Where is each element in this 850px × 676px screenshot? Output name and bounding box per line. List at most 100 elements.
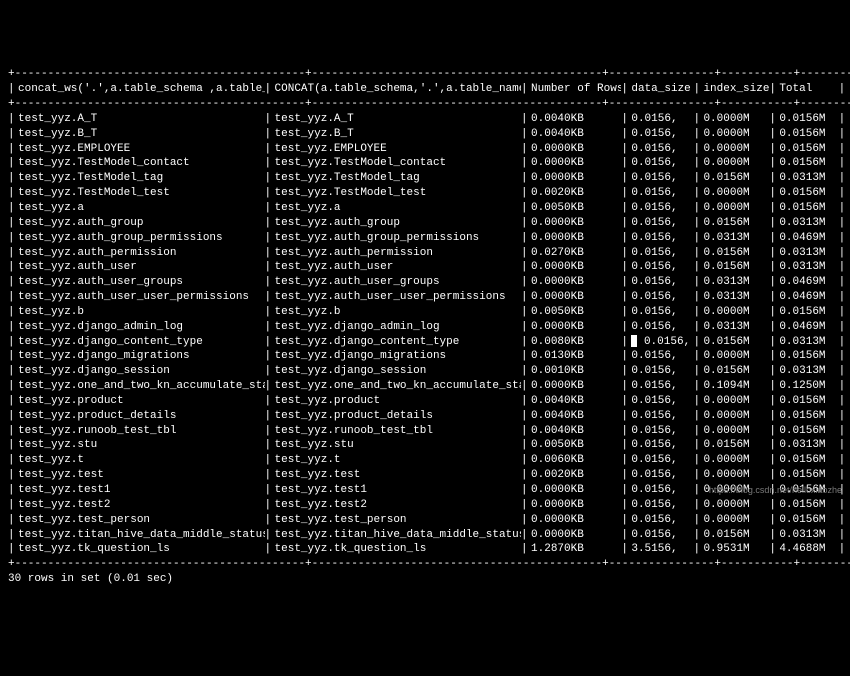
cell: 0.0000M (703, 498, 769, 513)
pipe: | (521, 82, 531, 97)
pipe: | (521, 216, 531, 231)
col-header-3: data_size (631, 82, 693, 97)
pipe: | (769, 498, 779, 513)
pipe: | (265, 171, 275, 186)
pipe: | (769, 379, 779, 394)
pipe: | (8, 305, 18, 320)
table-row: | test_yyz.django_admin_log| test_yyz.dj… (8, 320, 842, 335)
cell: 0.0000M (703, 409, 769, 424)
pipe: | (8, 409, 18, 424)
cell: 0.0313M (779, 335, 832, 350)
table-row: | test_yyz.runoob_test_tbl| test_yyz.run… (8, 424, 842, 439)
pipe: | (8, 513, 18, 528)
pipe: | (693, 438, 703, 453)
pipe: | (621, 409, 631, 424)
pipe: | (8, 82, 18, 97)
cell: 0.0156M (703, 246, 769, 261)
cell: test_yyz.runoob_test_tbl (18, 424, 265, 439)
pipe: | (769, 542, 779, 557)
cell: 0.0156, (631, 438, 693, 453)
pipe: | (832, 171, 842, 186)
pipe: | (832, 246, 842, 261)
cell: 0.0156, (631, 186, 693, 201)
pipe: | (832, 394, 842, 409)
pipe: | (8, 275, 18, 290)
pipe: | (832, 82, 842, 97)
cell: 0.0000KB (531, 483, 621, 498)
pipe: | (521, 260, 531, 275)
pipe: | (265, 409, 275, 424)
pipe: | (769, 409, 779, 424)
cell: 0.0156M (779, 409, 832, 424)
cell: 0.0313M (703, 290, 769, 305)
cell: test_yyz.test (18, 468, 265, 483)
cell: test_yyz.B_T (275, 127, 522, 142)
cell: 0.0010KB (531, 364, 621, 379)
cell: 0.0313M (779, 364, 832, 379)
cell: 0.0156, (631, 320, 693, 335)
cell: 0.1094M (703, 379, 769, 394)
pipe: | (8, 483, 18, 498)
pipe: | (8, 424, 18, 439)
pipe: | (521, 320, 531, 335)
cell: 0.0000M (703, 156, 769, 171)
cell: test_yyz.B_T (18, 127, 265, 142)
cell: 0.0000M (703, 349, 769, 364)
separator-line: +---------------------------------------… (8, 67, 842, 82)
cell: 0.0313M (703, 320, 769, 335)
cell: 0.0156, (631, 246, 693, 261)
cell: 0.0000M (703, 201, 769, 216)
pipe: | (521, 201, 531, 216)
cell: 0.0000M (703, 142, 769, 157)
terminal-output: +---------------------------------------… (8, 67, 842, 587)
pipe: | (832, 320, 842, 335)
pipe: | (621, 483, 631, 498)
cell: 0.0000KB (531, 498, 621, 513)
cell: 0.0156M (779, 453, 832, 468)
pipe: | (521, 246, 531, 261)
cell: 0.0313M (779, 246, 832, 261)
cell: 0.0040KB (531, 127, 621, 142)
cell: 3.5156, (631, 542, 693, 557)
table-row: | test_yyz.django_migrations| test_yyz.d… (8, 349, 842, 364)
cell: test_yyz.auth_user (275, 260, 522, 275)
pipe: | (693, 364, 703, 379)
cell: 0.0156, (631, 231, 693, 246)
cell: test_yyz.test1 (18, 483, 265, 498)
pipe: | (769, 453, 779, 468)
cell: 0.0156, (631, 364, 693, 379)
pipe: | (265, 260, 275, 275)
cell: test_yyz.django_admin_log (18, 320, 265, 335)
pipe: | (832, 453, 842, 468)
pipe: | (621, 112, 631, 127)
cell: 0.0156, (631, 275, 693, 290)
pipe: | (8, 142, 18, 157)
table-row: | test_yyz.TestModel_test| test_yyz.Test… (8, 186, 842, 201)
pipe: | (621, 216, 631, 231)
separator-line: +---------------------------------------… (8, 97, 842, 112)
col-header-4: index_size (703, 82, 769, 97)
cell: test_yyz.tk_question_ls (275, 542, 522, 557)
pipe: | (521, 142, 531, 157)
cell: test_yyz.auth_group_permissions (275, 231, 522, 246)
cell: test_yyz.TestModel_contact (18, 156, 265, 171)
pipe: | (521, 305, 531, 320)
pipe: | (769, 231, 779, 246)
cell: 0.0156, (631, 201, 693, 216)
cell: 0.0156, (631, 112, 693, 127)
cell: test_yyz.t (275, 453, 522, 468)
cell: 0.0156, (631, 349, 693, 364)
pipe: | (621, 438, 631, 453)
pipe: | (769, 260, 779, 275)
pipe: | (832, 542, 842, 557)
cell: test_yyz.EMPLOYEE (18, 142, 265, 157)
pipe: | (8, 364, 18, 379)
table-row: | test_yyz.TestModel_tag| test_yyz.TestM… (8, 171, 842, 186)
cell: 0.0000M (703, 186, 769, 201)
cell: test_yyz.auth_permission (275, 246, 522, 261)
pipe: | (693, 528, 703, 543)
pipe: | (621, 201, 631, 216)
pipe: | (521, 127, 531, 142)
cell: test_yyz.django_migrations (18, 349, 265, 364)
table-row: | test_yyz.EMPLOYEE| test_yyz.EMPLOYEE| … (8, 142, 842, 157)
